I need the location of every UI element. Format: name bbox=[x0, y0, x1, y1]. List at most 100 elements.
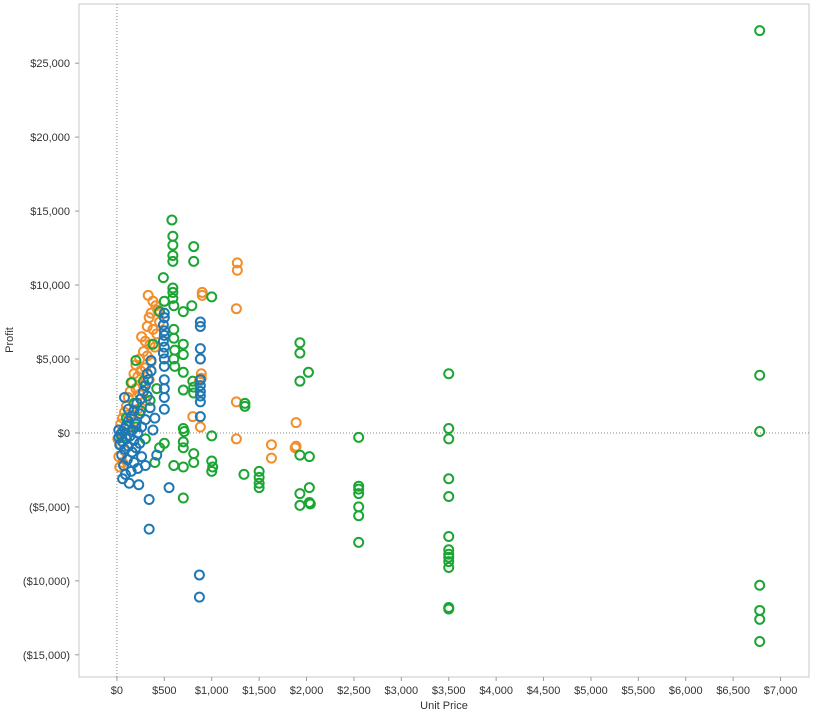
data-point bbox=[754, 425, 766, 437]
x-tick-label: $3,500 bbox=[432, 685, 466, 697]
data-point bbox=[194, 320, 206, 332]
data-point bbox=[238, 468, 250, 480]
data-point bbox=[265, 452, 277, 464]
data-point bbox=[194, 421, 206, 433]
data-point bbox=[143, 494, 155, 506]
data-point bbox=[177, 492, 189, 504]
data-point bbox=[141, 390, 153, 402]
x-tick-label: $5,000 bbox=[574, 685, 608, 697]
data-point bbox=[158, 295, 170, 307]
data-point bbox=[128, 405, 140, 417]
data-point bbox=[443, 433, 455, 445]
data-point bbox=[151, 383, 163, 395]
data-point bbox=[158, 307, 170, 319]
data-point bbox=[303, 482, 315, 494]
data-point bbox=[177, 442, 189, 454]
x-axis-title: Unit Price bbox=[420, 700, 468, 712]
data-point bbox=[194, 316, 206, 328]
data-point bbox=[157, 272, 169, 284]
x-tick-label: $5,500 bbox=[622, 685, 656, 697]
y-tick-label: $0 bbox=[58, 428, 70, 440]
y-tick-label: $15,000 bbox=[30, 206, 70, 218]
data-point bbox=[443, 473, 455, 485]
data-point bbox=[125, 377, 137, 389]
x-tick-label: $4,500 bbox=[527, 685, 561, 697]
y-tick-label: ($10,000) bbox=[23, 576, 70, 588]
data-point bbox=[139, 380, 151, 392]
y-axis-ticks: $25,000 $20,000 $15,000 $10,000 $5,000 $0 ($5,… bbox=[23, 58, 79, 662]
data-point bbox=[166, 214, 178, 226]
data-point bbox=[177, 349, 189, 361]
data-point bbox=[304, 498, 316, 510]
data-point bbox=[168, 300, 180, 312]
data-point bbox=[126, 446, 138, 458]
data-point bbox=[158, 329, 170, 341]
data-point bbox=[158, 341, 170, 353]
data-point bbox=[230, 303, 242, 315]
data-point bbox=[194, 386, 206, 398]
x-tick-label: $7,000 bbox=[764, 685, 798, 697]
data-point bbox=[167, 286, 179, 298]
data-point bbox=[443, 562, 455, 574]
data-point bbox=[443, 603, 455, 615]
data-point bbox=[353, 510, 365, 522]
data-point bbox=[143, 523, 155, 535]
data-point bbox=[187, 411, 199, 423]
data-point bbox=[231, 257, 243, 269]
data-point bbox=[443, 551, 455, 563]
data-point bbox=[141, 368, 153, 380]
data-point bbox=[178, 425, 190, 437]
data-point bbox=[188, 387, 200, 399]
data-point bbox=[294, 488, 306, 500]
x-tick-label: $6,500 bbox=[716, 685, 750, 697]
data-point bbox=[188, 448, 200, 460]
data-point bbox=[125, 465, 137, 477]
data-point bbox=[157, 319, 169, 331]
scatter-points bbox=[112, 25, 766, 648]
data-point bbox=[177, 384, 189, 396]
data-point bbox=[353, 483, 365, 495]
data-point bbox=[194, 380, 206, 392]
data-point bbox=[230, 433, 242, 445]
data-point bbox=[194, 353, 206, 365]
x-tick-label: $6,000 bbox=[669, 685, 703, 697]
data-point bbox=[194, 374, 206, 386]
data-point bbox=[149, 412, 161, 424]
x-tick-label: $1,000 bbox=[195, 685, 229, 697]
data-point bbox=[168, 459, 180, 471]
data-point bbox=[754, 25, 766, 37]
data-point bbox=[206, 291, 218, 303]
data-point bbox=[443, 491, 455, 503]
data-point bbox=[157, 335, 169, 347]
data-point bbox=[158, 403, 170, 415]
x-tick-label: $2,000 bbox=[290, 685, 324, 697]
data-point bbox=[136, 451, 148, 463]
data-point bbox=[754, 613, 766, 625]
data-point bbox=[754, 579, 766, 591]
data-point bbox=[158, 353, 170, 365]
data-point bbox=[177, 366, 189, 378]
data-point bbox=[167, 239, 179, 251]
y-tick-label: $20,000 bbox=[30, 132, 70, 144]
data-point bbox=[186, 300, 198, 312]
data-point bbox=[168, 332, 180, 344]
data-point bbox=[169, 360, 181, 372]
data-point bbox=[139, 459, 151, 471]
data-point bbox=[152, 304, 164, 316]
data-point bbox=[188, 255, 200, 267]
data-point bbox=[193, 569, 205, 581]
data-point bbox=[145, 354, 157, 366]
data-point bbox=[443, 368, 455, 380]
data-point bbox=[754, 369, 766, 381]
y-axis-title: Profit bbox=[4, 327, 16, 353]
data-point bbox=[253, 482, 265, 494]
data-point bbox=[194, 390, 206, 402]
data-point bbox=[141, 320, 153, 332]
data-point bbox=[119, 391, 131, 403]
data-point bbox=[147, 424, 159, 436]
data-point bbox=[253, 477, 265, 489]
data-point bbox=[265, 439, 277, 451]
data-point bbox=[158, 312, 170, 324]
data-point bbox=[142, 374, 154, 386]
